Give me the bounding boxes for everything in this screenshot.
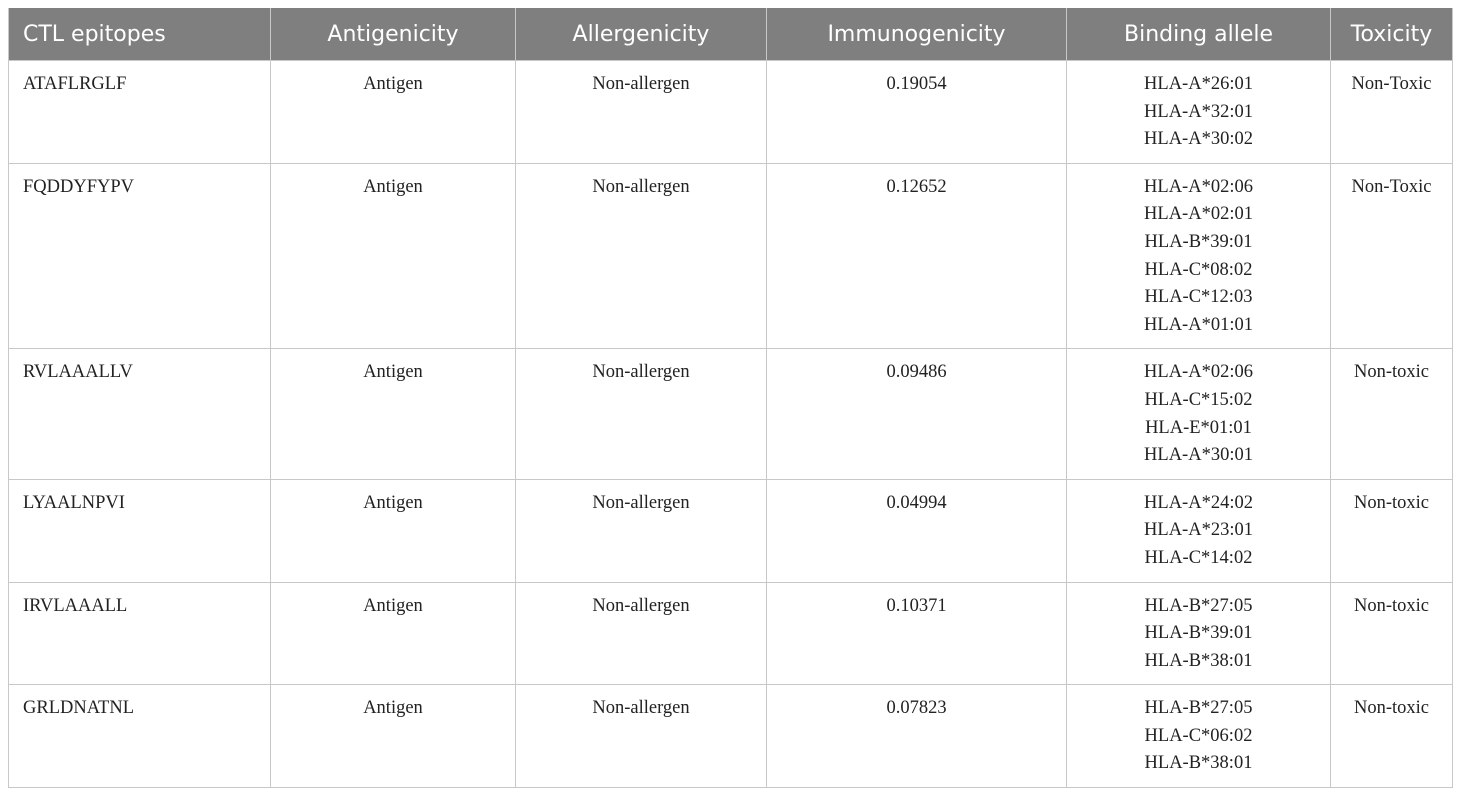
table-row: RVLAAALLV Antigen Non-allergen 0.09486 HLA-A… <box>8 348 1453 480</box>
allele: HLA-A*02:06 <box>1144 176 1253 197</box>
table-cell: Non-toxic <box>1330 581 1453 686</box>
allele: HLA-B*27:05 <box>1144 595 1253 616</box>
table-cell: IRVLAAALL <box>8 581 271 686</box>
table-cell: FQDDYFYPV <box>8 162 271 350</box>
table-cell: Antigen <box>270 684 516 789</box>
allele-cell: HLA-A*24:02 HLA-A*23:01 HLA-C*14:02 <box>1066 478 1331 583</box>
table-row: GRLDNATNL Antigen Non-allergen 0.07823 HLA-B… <box>8 684 1453 789</box>
allele: HLA-B*38:01 <box>1144 753 1253 774</box>
table-cell: Non-allergen <box>515 60 767 164</box>
header-cell: Immunogenicity <box>766 8 1067 61</box>
allele: HLA-B*38:01 <box>1144 650 1253 671</box>
epitope-table: CTL epitopes Antigenicity Allergenicity Imm… <box>8 8 1453 789</box>
table-cell: Non-allergen <box>515 581 767 686</box>
allele: HLA-A*30:02 <box>1144 129 1253 150</box>
allele: HLA-C*14:02 <box>1144 547 1253 568</box>
table-cell: Antigen <box>270 162 516 350</box>
table-row: ATAFLRGLF Antigen Non-allergen 0.19054 HLA-A… <box>8 60 1453 164</box>
allele-cell: HLA-A*26:01 HLA-A*32:01 HLA-A*30:02 <box>1066 60 1331 164</box>
allele: HLA-C*08:02 <box>1144 259 1253 280</box>
table-body: ATAFLRGLF Antigen Non-allergen 0.19054 HLA-A… <box>8 60 1453 789</box>
table-cell: ATAFLRGLF <box>8 60 271 164</box>
allele: HLA-A*30:01 <box>1144 445 1253 466</box>
table-cell: Non-allergen <box>515 348 767 480</box>
allele: HLA-E*01:01 <box>1145 417 1252 438</box>
allele: HLA-C*15:02 <box>1144 389 1253 410</box>
table-cell: Non-Toxic <box>1330 60 1453 164</box>
table-cell: Non-toxic <box>1330 478 1453 583</box>
allele: HLA-A*32:01 <box>1144 101 1253 122</box>
table-row: IRVLAAALL Antigen Non-allergen 0.10371 HLA-B… <box>8 581 1453 686</box>
header-cell: Toxicity <box>1330 8 1453 61</box>
header-cell: CTL epitopes <box>8 8 271 61</box>
table-cell: RVLAAALLV <box>8 348 271 480</box>
table-cell: Antigen <box>270 581 516 686</box>
header-cell: Binding allele <box>1066 8 1331 61</box>
allele-cell: HLA-B*27:05 HLA-C*06:02 HLA-B*38:01 <box>1066 684 1331 789</box>
table-cell: GRLDNATNL <box>8 684 271 789</box>
allele-cell: HLA-A*02:06 HLA-A*02:01 HLA-B*39:01 HLA-C*0… <box>1066 162 1331 350</box>
allele: HLA-A*02:06 <box>1144 362 1253 383</box>
allele-cell: HLA-B*27:05 HLA-B*39:01 HLA-B*38:01 <box>1066 581 1331 686</box>
allele: HLA-A*24:02 <box>1144 492 1253 513</box>
table-cell: 0.07823 <box>766 684 1067 789</box>
table-row: FQDDYFYPV Antigen Non-allergen 0.12652 HLA-A… <box>8 162 1453 350</box>
table-cell: 0.10371 <box>766 581 1067 686</box>
table-cell: Antigen <box>270 478 516 583</box>
header-row: CTL epitopes Antigenicity Allergenicity Imm… <box>8 8 1453 61</box>
allele: HLA-B*39:01 <box>1144 231 1253 252</box>
header-cell: Antigenicity <box>270 8 516 61</box>
table-cell: 0.19054 <box>766 60 1067 164</box>
table-cell: Non-allergen <box>515 162 767 350</box>
table-cell: Non-toxic <box>1330 684 1453 789</box>
table-cell: 0.12652 <box>766 162 1067 350</box>
allele: HLA-B*39:01 <box>1144 623 1253 644</box>
table-row: LYAALNPVI Antigen Non-allergen 0.04994 HLA-A… <box>8 478 1453 583</box>
allele: HLA-A*23:01 <box>1144 520 1253 541</box>
allele: HLA-A*02:01 <box>1144 204 1253 225</box>
table-cell: LYAALNPVI <box>8 478 271 583</box>
allele: HLA-C*12:03 <box>1144 287 1253 308</box>
table-cell: Non-toxic <box>1330 348 1453 480</box>
table-cell: Non-allergen <box>515 478 767 583</box>
allele: HLA-B*27:05 <box>1144 698 1253 719</box>
table-cell: Non-allergen <box>515 684 767 789</box>
allele: HLA-A*01:01 <box>1144 314 1253 335</box>
table-cell: Antigen <box>270 348 516 480</box>
allele-cell: HLA-A*02:06 HLA-C*15:02 HLA-E*01:01 HLA-A*3… <box>1066 348 1331 480</box>
allele: HLA-C*06:02 <box>1144 725 1253 746</box>
table-cell: 0.04994 <box>766 478 1067 583</box>
table-cell: Antigen <box>270 60 516 164</box>
allele: HLA-A*26:01 <box>1144 74 1253 94</box>
table-cell: Non-Toxic <box>1330 162 1453 350</box>
header-cell: Allergenicity <box>515 8 767 61</box>
table-cell: 0.09486 <box>766 348 1067 480</box>
